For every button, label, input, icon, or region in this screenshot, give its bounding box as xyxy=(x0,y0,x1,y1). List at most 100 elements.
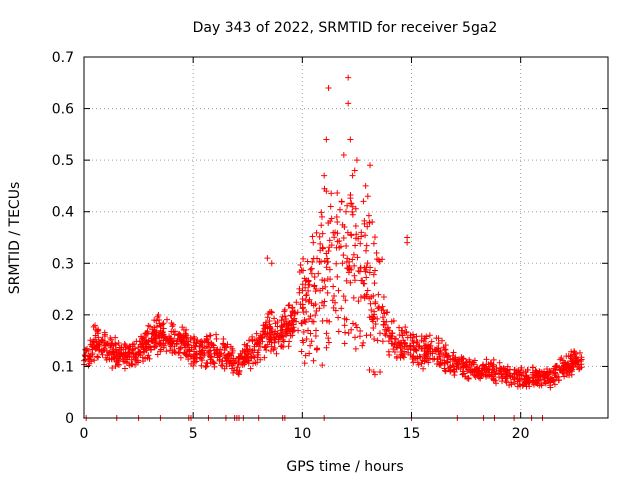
data-point xyxy=(471,372,478,379)
data-point xyxy=(135,351,142,358)
data-point xyxy=(282,313,289,320)
data-point xyxy=(326,266,333,273)
data-point xyxy=(553,363,560,370)
data-point xyxy=(314,346,321,353)
data-point xyxy=(300,267,307,274)
data-point xyxy=(312,288,319,295)
data-point xyxy=(262,344,269,351)
data-point xyxy=(410,359,417,366)
data-point xyxy=(306,350,313,357)
data-point xyxy=(256,337,263,344)
data-point xyxy=(347,231,354,238)
data-point xyxy=(340,252,347,259)
data-point xyxy=(311,283,318,290)
data-point xyxy=(318,209,325,216)
data-point xyxy=(279,313,286,320)
data-point xyxy=(483,373,490,380)
data-point xyxy=(182,330,189,337)
data-point xyxy=(209,341,216,348)
data-point-outlier xyxy=(345,74,352,81)
data-point xyxy=(371,267,378,274)
data-point xyxy=(169,323,176,330)
data-point xyxy=(198,362,205,369)
data-point xyxy=(496,359,503,366)
data-point xyxy=(85,362,92,369)
data-point xyxy=(229,347,236,354)
data-point xyxy=(309,233,316,240)
data-point xyxy=(573,355,580,362)
data-point xyxy=(300,339,307,346)
data-point xyxy=(262,324,269,331)
data-point xyxy=(202,364,209,371)
data-point xyxy=(465,375,472,382)
data-point xyxy=(315,270,322,277)
data-point xyxy=(286,338,293,345)
data-point xyxy=(516,377,523,384)
data-point xyxy=(357,264,364,271)
data-point xyxy=(154,351,161,358)
y-tick-label: 0.4 xyxy=(52,205,74,221)
data-point xyxy=(524,366,531,373)
data-point xyxy=(449,352,456,359)
data-point xyxy=(529,369,536,376)
data-point xyxy=(371,371,378,378)
data-point xyxy=(418,360,425,367)
x-tick-label: 15 xyxy=(403,426,421,442)
data-point xyxy=(544,365,551,372)
data-point xyxy=(291,309,298,316)
data-point xyxy=(365,212,372,219)
data-point xyxy=(399,327,406,334)
data-point xyxy=(296,268,303,275)
data-point xyxy=(355,268,362,275)
data-point xyxy=(460,355,467,362)
data-point xyxy=(241,348,248,355)
data-point xyxy=(245,337,252,344)
data-point xyxy=(488,360,495,367)
x-tick-label: 5 xyxy=(189,426,198,442)
data-point xyxy=(374,337,381,344)
data-point xyxy=(451,366,458,373)
data-point xyxy=(553,374,560,381)
data-point xyxy=(522,375,529,382)
data-point xyxy=(363,242,370,249)
data-point xyxy=(140,346,147,353)
data-point xyxy=(300,255,307,262)
data-point xyxy=(357,294,364,301)
data-point xyxy=(210,359,217,366)
data-point xyxy=(318,222,325,229)
data-point xyxy=(367,264,374,271)
data-point xyxy=(397,342,404,349)
data-point xyxy=(173,340,180,347)
data-point xyxy=(82,346,89,353)
data-point xyxy=(323,344,330,351)
data-point-outlier xyxy=(373,249,380,256)
data-point xyxy=(171,348,178,355)
data-point xyxy=(481,366,488,373)
data-point xyxy=(298,348,305,355)
data-point xyxy=(312,312,319,319)
data-point xyxy=(244,357,251,364)
data-point xyxy=(372,320,379,327)
data-point xyxy=(273,350,280,357)
data-point xyxy=(396,324,403,331)
data-point xyxy=(330,304,337,311)
data-point xyxy=(145,337,152,344)
data-point xyxy=(348,200,355,207)
data-point xyxy=(103,348,110,355)
data-point xyxy=(95,338,102,345)
data-point xyxy=(190,339,197,346)
data-point xyxy=(441,346,448,353)
data-point xyxy=(302,284,309,291)
data-point xyxy=(247,365,254,372)
data-point xyxy=(91,357,98,364)
data-point xyxy=(94,353,101,360)
data-point xyxy=(289,305,296,312)
data-point xyxy=(330,283,337,290)
data-point xyxy=(148,346,155,353)
data-point xyxy=(224,341,231,348)
data-point xyxy=(278,342,285,349)
data-point xyxy=(335,314,342,321)
data-point xyxy=(327,218,334,225)
data-point xyxy=(248,355,255,362)
data-point xyxy=(318,258,325,265)
